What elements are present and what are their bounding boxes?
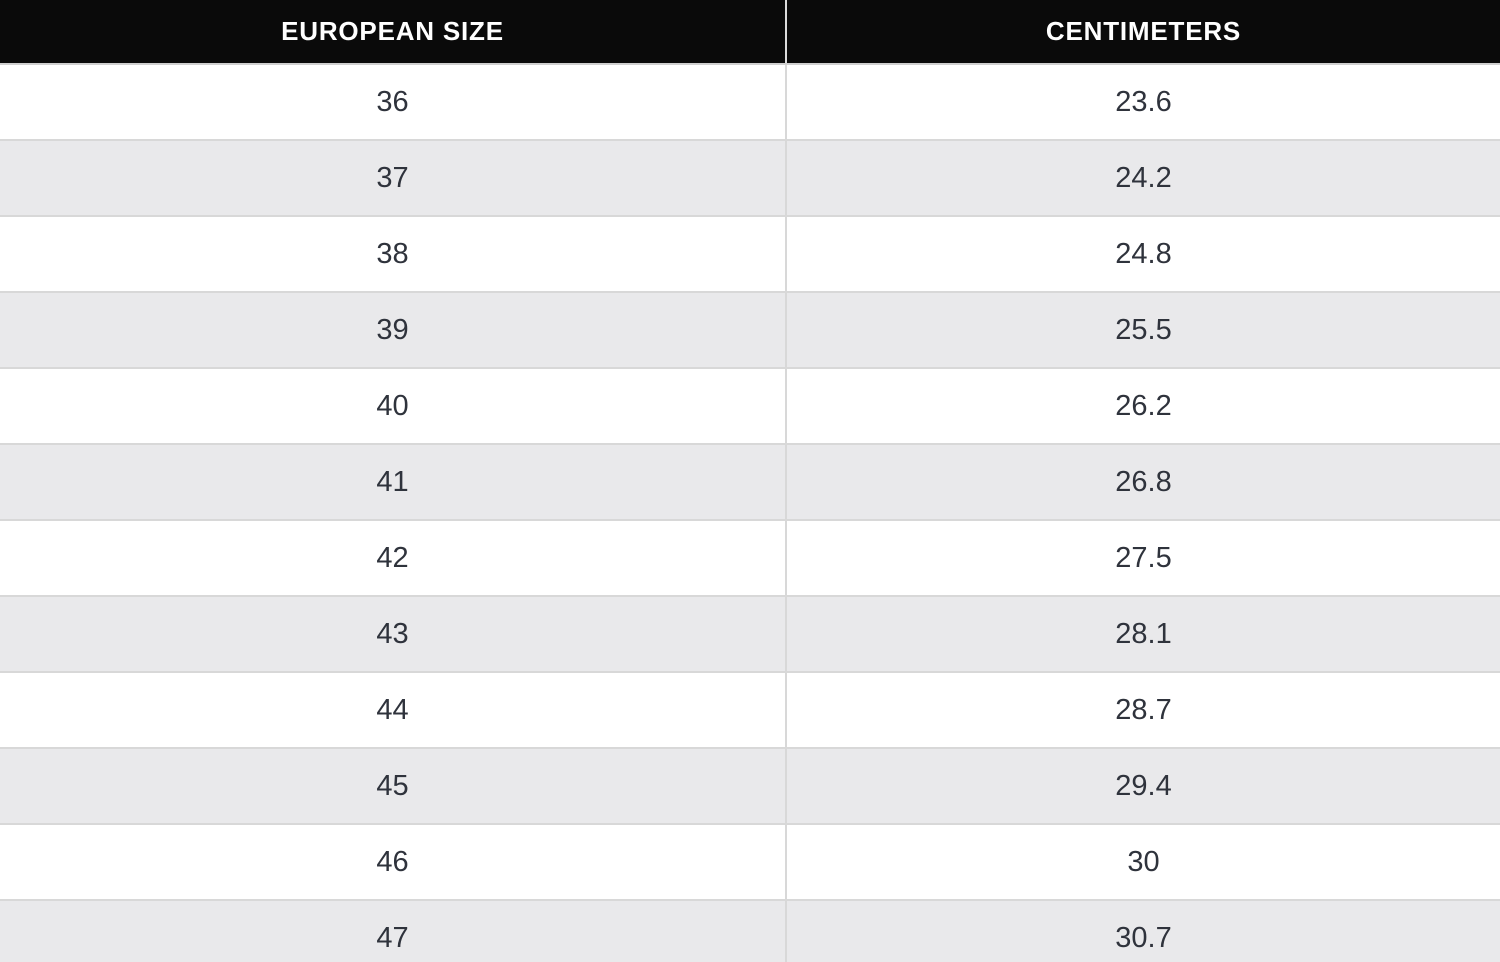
table-header: EUROPEAN SIZE CENTIMETERS [0,0,1500,65]
size-cell: 39 [0,292,787,369]
cm-cell: 30 [786,824,1500,901]
cm-cell: 26.2 [786,368,1500,445]
size-cell: 42 [0,520,787,597]
table-row: 36 23.6 [0,64,1500,141]
header-row: EUROPEAN SIZE CENTIMETERS [0,0,1500,65]
cm-cell: 28.7 [786,672,1500,749]
table-row: 44 28.7 [0,672,1500,749]
size-cell: 43 [0,596,787,673]
table-row: 37 24.2 [0,140,1500,217]
size-cell: 46 [0,824,787,901]
table-row: 47 30.7 [0,900,1500,962]
size-cell: 36 [0,64,787,141]
table-body: 36 23.6 37 24.2 38 24.8 39 25.5 40 26.2 41 26.8 42 27… [0,64,1500,962]
cm-cell: 27.5 [786,520,1500,597]
cm-cell: 28.1 [786,596,1500,673]
size-cell: 47 [0,900,787,962]
table-row: 46 30 [0,824,1500,901]
cm-cell: 26.8 [786,444,1500,521]
header-centimeters: CENTIMETERS [786,0,1500,65]
size-cell: 38 [0,216,787,293]
table-row: 39 25.5 [0,292,1500,369]
table-row: 45 29.4 [0,748,1500,825]
table-row: 43 28.1 [0,596,1500,673]
cm-cell: 29.4 [786,748,1500,825]
cm-cell: 25.5 [786,292,1500,369]
table-row: 41 26.8 [0,444,1500,521]
size-cell: 44 [0,672,787,749]
cm-cell: 30.7 [786,900,1500,962]
size-cell: 37 [0,140,787,217]
table-row: 40 26.2 [0,368,1500,445]
size-cell: 45 [0,748,787,825]
cm-cell: 24.8 [786,216,1500,293]
size-cell: 40 [0,368,787,445]
cm-cell: 24.2 [786,140,1500,217]
table-row: 42 27.5 [0,520,1500,597]
table-row: 38 24.8 [0,216,1500,293]
cm-cell: 23.6 [786,64,1500,141]
size-cell: 41 [0,444,787,521]
header-european-size: EUROPEAN SIZE [0,0,787,65]
